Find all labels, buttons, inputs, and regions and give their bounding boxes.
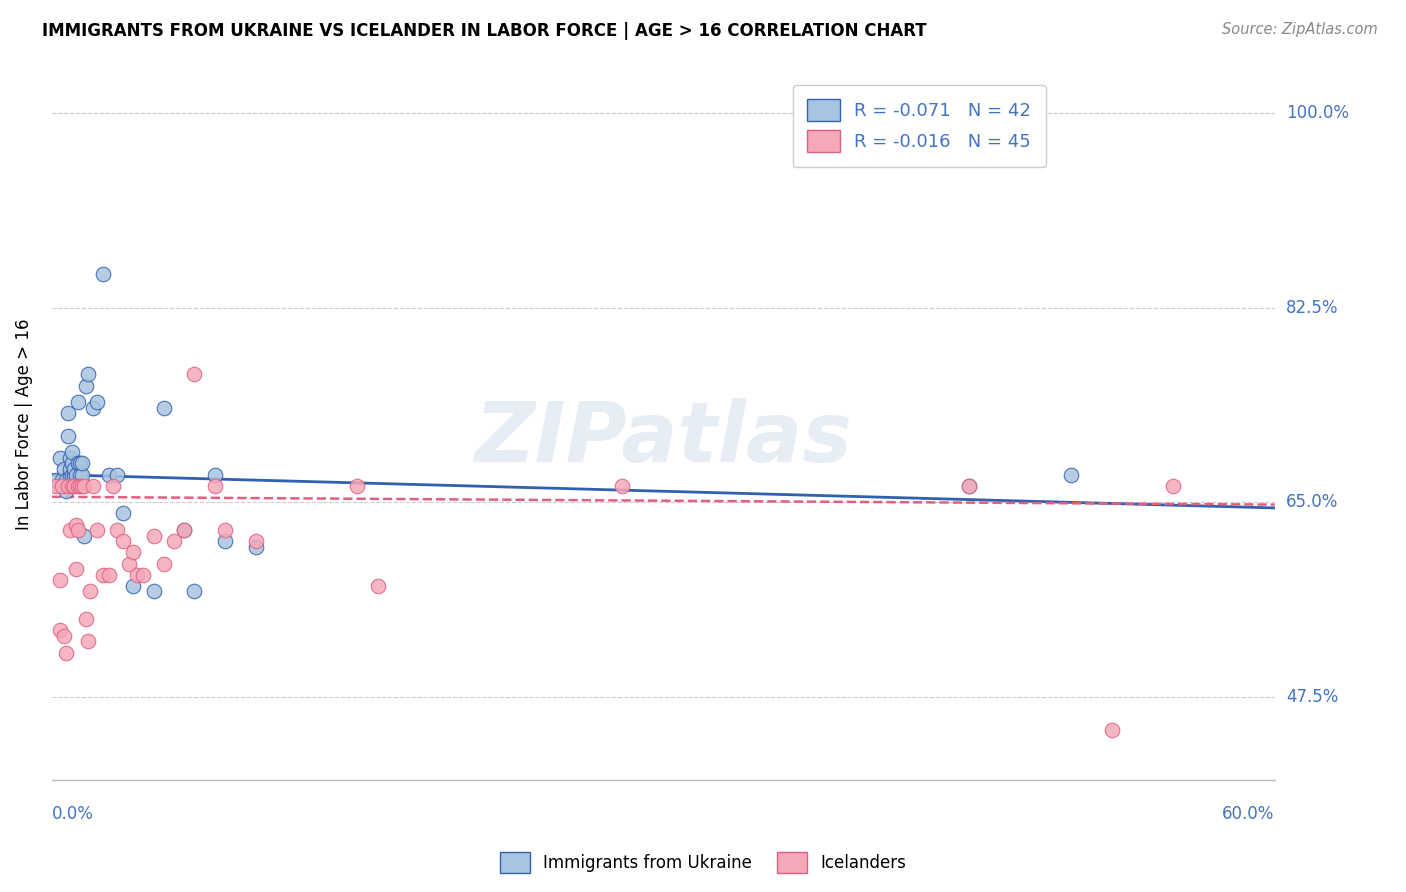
Point [153,401,176,415]
Point [69,457,91,471]
Point [105,467,128,482]
Point [957,478,980,492]
Point [612,478,634,492]
Point [51,478,73,492]
Point [77,368,100,382]
Point [183,584,205,599]
Point [214,523,236,537]
Point [132,567,155,582]
Point [45,473,67,487]
Text: 0.0%: 0.0% [52,805,94,823]
Point [75,378,97,392]
Point [118,557,141,571]
Text: 65.0%: 65.0% [1286,493,1339,511]
Point [67,395,90,409]
Point [67,478,90,492]
Point [72,467,94,482]
Point [97,567,120,582]
Legend: Immigrants from Ukraine, Icelanders: Immigrants from Ukraine, Icelanders [494,846,912,880]
Point [65,517,87,532]
Point [1101,723,1123,738]
Point [367,579,389,593]
Point [1161,478,1184,492]
Point [75,612,97,626]
Text: Source: ZipAtlas.com: Source: ZipAtlas.com [1222,22,1378,37]
Point [82,401,104,415]
Point [56,406,79,420]
Point [72,457,94,471]
Point [142,584,165,599]
Point [60,445,83,459]
Point [214,534,236,549]
Point [142,529,165,543]
Point [112,534,135,549]
Point [91,567,114,582]
Point [91,268,114,282]
Y-axis label: In Labor Force | Age > 16: In Labor Force | Age > 16 [15,318,32,530]
Point [67,457,90,471]
Point [49,450,72,465]
Point [79,584,101,599]
Point [59,523,82,537]
Point [65,562,87,576]
Point [56,428,79,442]
Point [204,478,226,492]
Point [55,484,77,499]
Point [112,507,135,521]
Point [1060,467,1083,482]
Point [82,478,104,492]
Point [59,462,82,476]
Text: IMMIGRANTS FROM UKRAINE VS ICELANDER IN LABOR FORCE | AGE > 16 CORRELATION CHART: IMMIGRANTS FROM UKRAINE VS ICELANDER IN … [42,22,927,40]
Text: 60.0%: 60.0% [1222,805,1275,823]
Point [59,467,82,482]
Point [45,478,67,492]
Point [97,467,120,482]
Text: 100.0%: 100.0% [1286,104,1348,122]
Point [60,467,83,482]
Point [60,457,83,471]
Point [86,523,108,537]
Point [51,473,73,487]
Point [53,629,76,643]
Point [101,478,124,492]
Point [122,545,145,559]
Point [346,478,368,492]
Point [153,557,176,571]
Point [49,624,72,638]
Point [55,646,77,660]
Point [122,579,145,593]
Point [245,540,267,554]
Text: ZIPatlas: ZIPatlas [474,398,852,479]
Point [56,478,79,492]
Point [63,462,86,476]
Point [163,534,186,549]
Point [60,478,83,492]
Point [69,467,91,482]
Point [73,529,96,543]
Point [63,467,86,482]
Text: 82.5%: 82.5% [1286,299,1339,317]
Point [183,368,205,382]
Legend: R = -0.071   N = 42, R = -0.016   N = 45: R = -0.071 N = 42, R = -0.016 N = 45 [793,85,1046,167]
Point [86,395,108,409]
Point [173,523,195,537]
Point [53,462,76,476]
Point [49,573,72,587]
Point [67,523,90,537]
Point [204,467,226,482]
Point [63,478,86,492]
Point [73,478,96,492]
Point [173,523,195,537]
Point [69,478,91,492]
Point [55,473,77,487]
Point [72,478,94,492]
Point [59,450,82,465]
Point [127,567,149,582]
Point [77,634,100,648]
Text: 47.5%: 47.5% [1286,688,1339,706]
Point [957,478,980,492]
Point [105,523,128,537]
Point [245,534,267,549]
Point [65,467,87,482]
